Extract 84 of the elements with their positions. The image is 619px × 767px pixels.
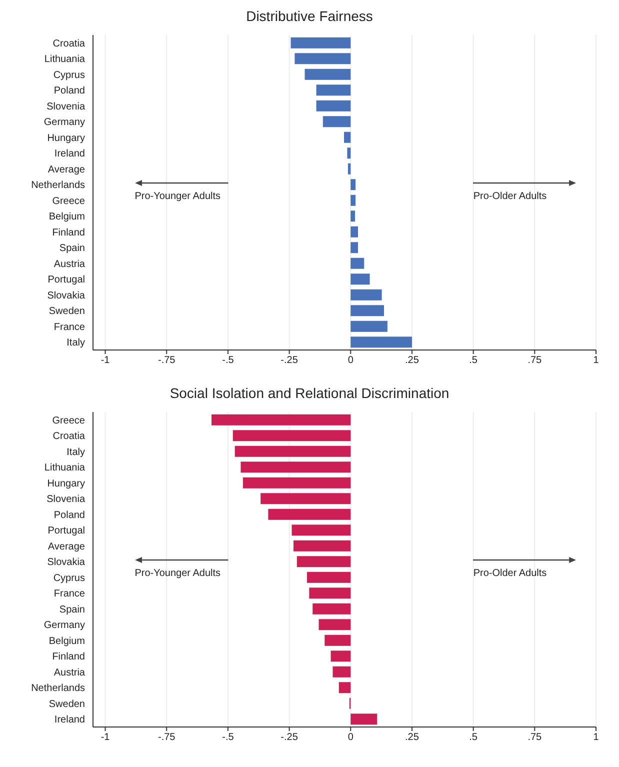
x-tick-label: -.75 <box>158 355 176 366</box>
bar <box>350 179 356 190</box>
y-tick-label: Sweden <box>48 698 85 710</box>
x-tick-label: 0 <box>348 355 354 366</box>
x-tick-label: -1 <box>100 732 110 744</box>
y-tick-label: Cyprus <box>53 70 85 81</box>
y-tick-label: Average <box>48 164 86 176</box>
bar <box>350 226 358 238</box>
bar <box>350 336 412 348</box>
y-tick-label: Sweden <box>48 306 85 318</box>
x-tick-label: -1 <box>100 355 110 366</box>
y-tick-label: Slovenia <box>46 101 86 112</box>
annotation: Pro-Younger Adults <box>134 568 221 580</box>
y-tick-label: Ireland <box>54 714 85 726</box>
chart-title: Distributive Fairness <box>245 8 374 26</box>
bar <box>316 84 351 96</box>
bar <box>350 289 382 300</box>
bar <box>304 68 351 80</box>
y-tick-label: Netherlands <box>31 180 85 192</box>
x-tick-label: -.25 <box>280 355 298 366</box>
y-tick-label: Italy <box>66 446 85 458</box>
y-tick-label: France <box>54 322 86 333</box>
bar <box>350 210 356 222</box>
y-tick-label: Spain <box>59 604 85 616</box>
y-tick-label: Italy <box>66 338 85 349</box>
x-tick-label: .25 <box>405 355 420 366</box>
bar <box>350 242 358 254</box>
x-tick-label: -.5 <box>222 732 234 744</box>
bar <box>344 132 351 143</box>
bar <box>348 163 351 174</box>
bar <box>316 100 351 112</box>
x-tick-label: -.5 <box>222 355 234 366</box>
y-tick-label: Cyprus <box>53 572 85 584</box>
y-tick-label: Hungary <box>47 132 85 144</box>
y-tick-label: Belgium <box>48 636 85 647</box>
x-tick-label: .75 <box>528 732 542 744</box>
bar <box>347 148 351 159</box>
x-tick-label: 1 <box>593 732 600 744</box>
y-tick-label: Germany <box>44 620 85 632</box>
annotation: Pro-Younger Adults <box>134 191 221 202</box>
annotation: Pro-Older Adults <box>473 191 547 202</box>
y-tick-label: Greece <box>52 196 86 207</box>
x-tick-label: .75 <box>528 355 542 366</box>
annotation: Pro-Older Adults <box>473 568 547 580</box>
x-tick-label: .5 <box>469 732 478 744</box>
bar <box>290 37 351 48</box>
y-tick-label: Spain <box>59 243 85 254</box>
bar <box>350 258 364 269</box>
y-tick-label: Slovakia <box>47 557 86 568</box>
x-tick-label: .5 <box>469 355 478 366</box>
x-tick-label: .25 <box>405 732 420 744</box>
y-tick-label: Greece <box>52 415 86 426</box>
x-tick-label: 1 <box>593 355 600 366</box>
y-tick-label: Poland <box>54 86 85 97</box>
y-tick-label: Netherlands <box>31 683 85 694</box>
y-tick-label: Slovakia <box>47 290 86 302</box>
y-tick-label: Finland <box>52 227 85 238</box>
y-tick-label: Lithuania <box>44 54 86 66</box>
bar <box>350 320 388 332</box>
y-tick-label: Ireland <box>54 148 85 160</box>
y-tick-label: Lithuania <box>44 462 86 474</box>
y-tick-label: Portugal <box>48 526 85 537</box>
bar <box>322 116 351 128</box>
chart-title: Social Isolation and Relational Discrimination <box>168 385 450 403</box>
y-tick-label: Belgium <box>48 212 85 223</box>
y-tick-label: Finland <box>52 652 85 663</box>
y-tick-label: Croatia <box>52 431 86 442</box>
y-tick-label: Austria <box>54 667 86 678</box>
x-tick-label: -.25 <box>280 732 298 744</box>
y-tick-label: France <box>54 588 86 600</box>
x-tick-label: -.75 <box>158 732 176 744</box>
bar <box>294 53 351 64</box>
y-tick-label: Hungary <box>47 478 85 490</box>
y-tick-label: Portugal <box>48 274 85 286</box>
y-tick-label: Average <box>48 541 86 552</box>
y-tick-label: Croatia <box>52 38 86 50</box>
bar <box>350 305 384 316</box>
x-tick-label: 0 <box>348 732 354 744</box>
y-tick-label: Slovenia <box>46 494 86 506</box>
y-tick-label: Germany <box>44 117 85 128</box>
bar <box>350 194 356 206</box>
y-tick-label: Austria <box>54 258 86 270</box>
bar <box>350 274 370 285</box>
y-tick-label: Poland <box>54 510 85 521</box>
